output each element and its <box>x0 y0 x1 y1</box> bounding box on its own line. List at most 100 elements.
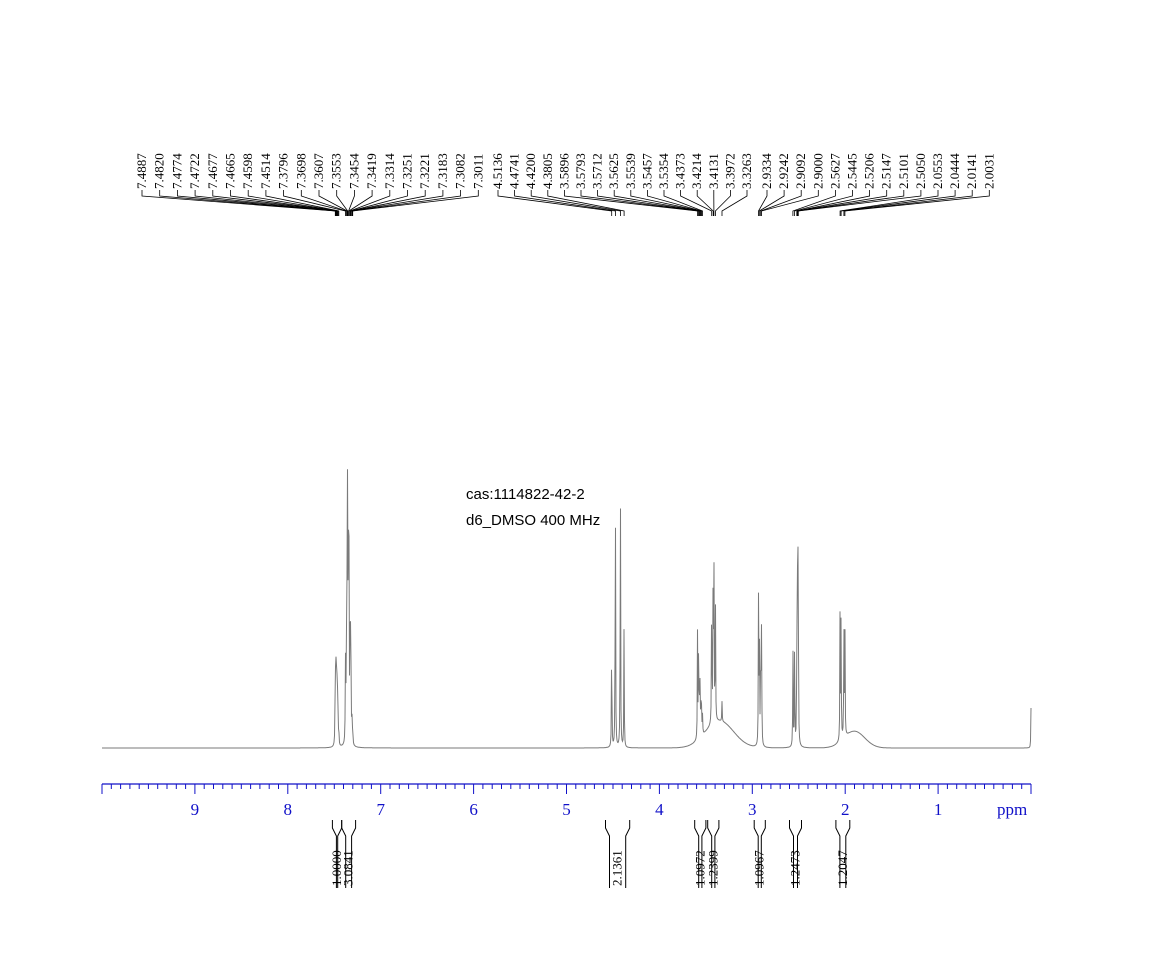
peak-label: 2.0553 <box>930 153 945 189</box>
x-axis: 9 8 7 6 5 4 3 2 1 <box>101 783 1032 819</box>
peak-label: 3.5712 <box>590 153 605 189</box>
peak-leader-line <box>336 190 349 216</box>
peak-label: 2.5206 <box>862 153 877 189</box>
peak-label: 7.3251 <box>400 153 415 189</box>
integral-bracket <box>625 820 631 888</box>
x-tick-label: 6 <box>469 800 478 819</box>
solvent-frequency-annotation: d6_DMSO 400 MHz <box>466 512 600 529</box>
peak-leader-line <box>761 190 819 216</box>
peak-leader-line <box>230 190 338 216</box>
peak-leader-line <box>630 190 702 216</box>
integral-bracket <box>789 820 794 888</box>
peak-leader-line <box>797 190 905 216</box>
peak-leader-line <box>283 190 346 216</box>
peak-label: 7.3221 <box>417 153 432 189</box>
peak-leader-line <box>597 190 700 216</box>
peak-label: 2.0141 <box>964 153 979 189</box>
peak-leader-line <box>352 190 479 216</box>
x-tick-label: 7 <box>376 800 385 819</box>
x-tick-label: 4 <box>655 800 664 819</box>
peak-labels: 7.4887 7.4820 7.4774 7.4722 7.4677 7.4665 7.45… <box>134 153 996 216</box>
peak-label: 7.3314 <box>382 153 397 189</box>
integral-value: 1.2473 <box>788 850 803 886</box>
integral-bracket <box>694 820 700 888</box>
peak-label: 7.3607 <box>311 153 326 189</box>
integral-bracket <box>341 820 347 888</box>
peak-label: 4.5136 <box>490 153 505 189</box>
peak-leader-line <box>300 190 347 216</box>
x-tick-label: 3 <box>748 800 757 819</box>
peak-leader-line <box>318 190 348 216</box>
peak-label: 2.9242 <box>776 153 791 189</box>
peak-leader-line <box>794 190 853 216</box>
integral-value: 1.0972 <box>692 850 707 886</box>
peak-leader-line <box>792 190 836 216</box>
integral-value: 1.2047 <box>835 850 850 886</box>
integral-bracket <box>605 820 610 888</box>
integral-bracket <box>753 820 759 888</box>
peak-leader-line <box>497 190 613 216</box>
peak-leader-line <box>797 190 922 216</box>
peak-label: 7.3419 <box>364 153 379 189</box>
peak-label: 2.5101 <box>896 153 911 189</box>
peak-label: 2.0031 <box>981 153 996 189</box>
peak-label: 7.4598 <box>240 153 255 189</box>
peak-leader-line <box>348 190 373 216</box>
peak-label: 7.3011 <box>470 154 485 189</box>
integral-bracket <box>707 820 713 888</box>
peak-leader-line <box>265 190 340 216</box>
peak-leader-line <box>796 190 870 216</box>
peak-label: 7.3183 <box>435 153 450 189</box>
peak-leader-line <box>696 190 714 216</box>
peak-leader-line <box>839 190 939 216</box>
x-axis-unit-label: ppm <box>997 800 1027 819</box>
peak-leader-line <box>663 190 703 216</box>
peak-leader-line <box>843 190 973 216</box>
integral-value: 1.0000 <box>329 850 344 886</box>
peak-leader-line <box>844 190 990 216</box>
peak-leader-line <box>580 190 699 216</box>
peak-label: 7.4677 <box>205 153 220 189</box>
peak-label: 7.4774 <box>169 153 184 189</box>
peak-label: 7.4665 <box>223 153 238 189</box>
peak-label: 4.3805 <box>540 153 555 189</box>
sample-cas-annotation: cas:1114822-42-2 <box>466 486 585 503</box>
integral-value: 3.0841 <box>341 850 356 886</box>
peak-leader-line <box>715 190 731 216</box>
integral-bracket <box>797 820 802 888</box>
peak-label: 3.5354 <box>656 153 671 189</box>
peak-leader-line <box>194 190 338 216</box>
peak-label: 3.4373 <box>673 153 688 189</box>
integral-bracket <box>760 820 766 888</box>
peak-label: 4.4741 <box>507 153 522 189</box>
peak-label: 7.3796 <box>276 153 291 189</box>
peak-label: 3.5793 <box>573 153 588 189</box>
peak-label: 2.5147 <box>879 153 894 189</box>
peak-label: 2.9000 <box>810 153 825 189</box>
peak-label: 3.4214 <box>689 153 704 189</box>
peak-label: 2.5445 <box>845 153 860 189</box>
peak-label: 7.4887 <box>134 153 149 189</box>
peak-leader-line <box>680 190 713 216</box>
peak-label: 2.9334 <box>759 153 774 189</box>
integral-bracket <box>351 820 357 888</box>
peak-label: 3.5457 <box>639 153 654 189</box>
x-tick-label: 8 <box>284 800 293 819</box>
peak-label: 7.3082 <box>453 153 468 189</box>
peak-label: 7.4820 <box>152 153 167 189</box>
x-tick-label: 2 <box>841 800 850 819</box>
peak-label: 2.0444 <box>947 153 962 189</box>
peak-leader-line <box>547 190 625 216</box>
integral-value: 1.2399 <box>705 850 720 886</box>
peak-label: 7.4514 <box>258 153 273 189</box>
peak-label: 2.5050 <box>913 153 928 189</box>
integral-value: 1.0967 <box>752 850 767 886</box>
peak-label: 3.5896 <box>556 153 571 189</box>
peak-label: 3.5539 <box>623 153 638 189</box>
peak-label: 3.3972 <box>722 153 737 189</box>
peak-leader-line <box>797 190 888 216</box>
peak-leader-line <box>647 190 702 216</box>
peak-label: 7.4722 <box>187 153 202 189</box>
